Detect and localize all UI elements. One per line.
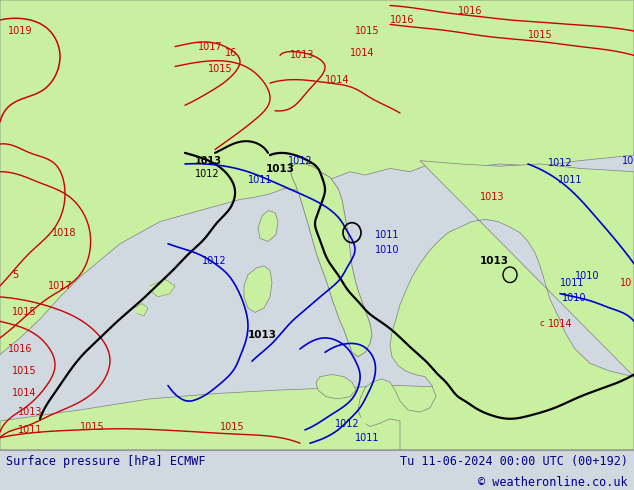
Text: 1010: 1010 (375, 245, 399, 255)
Text: 10: 10 (622, 156, 634, 166)
Text: 1012: 1012 (548, 158, 573, 168)
Text: 5: 5 (12, 270, 18, 280)
Text: 10: 10 (620, 278, 632, 288)
Text: 1012: 1012 (288, 156, 313, 166)
Text: 1013: 1013 (480, 256, 509, 266)
Text: 1013: 1013 (18, 407, 42, 417)
Polygon shape (359, 416, 368, 425)
Text: 1013: 1013 (266, 164, 295, 174)
Text: 1012: 1012 (195, 169, 219, 179)
Text: 1015: 1015 (80, 421, 105, 432)
Polygon shape (150, 279, 175, 297)
Text: 1010: 1010 (562, 294, 586, 303)
Text: 1012: 1012 (335, 418, 359, 429)
Text: 1014: 1014 (325, 75, 349, 85)
Text: 1015: 1015 (220, 421, 245, 432)
Text: 1011: 1011 (18, 425, 42, 435)
Text: 1015: 1015 (528, 30, 553, 41)
Text: 1014: 1014 (548, 318, 573, 328)
Text: 1015: 1015 (355, 26, 380, 36)
Text: 1018: 1018 (52, 228, 77, 238)
Polygon shape (0, 0, 634, 355)
Polygon shape (258, 211, 278, 242)
Polygon shape (316, 374, 356, 399)
Text: 16: 16 (225, 48, 237, 58)
Text: 1013: 1013 (248, 330, 277, 340)
Text: 1012: 1012 (202, 256, 226, 266)
Text: c: c (540, 319, 545, 328)
Text: 1013: 1013 (195, 156, 222, 166)
Text: 1011: 1011 (248, 175, 273, 185)
Text: Tu 11-06-2024 00:00 UTC (00+192): Tu 11-06-2024 00:00 UTC (00+192) (399, 455, 628, 467)
Text: 1019: 1019 (8, 26, 32, 36)
Text: 1011: 1011 (560, 278, 585, 288)
Polygon shape (244, 266, 272, 313)
Text: 1013: 1013 (290, 50, 314, 60)
Text: 1015: 1015 (12, 307, 37, 318)
Text: 1011: 1011 (375, 230, 399, 240)
Polygon shape (135, 304, 148, 316)
Text: 1017: 1017 (198, 42, 223, 51)
Text: 1014: 1014 (12, 388, 37, 398)
Text: 1011: 1011 (355, 433, 380, 443)
Text: 1016: 1016 (390, 15, 415, 25)
Text: 1015: 1015 (208, 64, 233, 74)
Text: 1014: 1014 (350, 48, 375, 58)
Text: 1010: 1010 (575, 271, 600, 281)
Polygon shape (290, 164, 372, 357)
Text: © weatheronline.co.uk: © weatheronline.co.uk (478, 476, 628, 490)
Text: 1011: 1011 (558, 175, 583, 185)
Polygon shape (358, 161, 634, 450)
Text: 1016: 1016 (8, 344, 32, 354)
Text: 1013: 1013 (480, 192, 505, 202)
Text: Surface pressure [hPa] ECMWF: Surface pressure [hPa] ECMWF (6, 455, 206, 467)
Polygon shape (0, 386, 634, 450)
Text: 1015: 1015 (12, 366, 37, 376)
Text: 1016: 1016 (458, 6, 482, 16)
Text: 1017: 1017 (48, 281, 73, 291)
